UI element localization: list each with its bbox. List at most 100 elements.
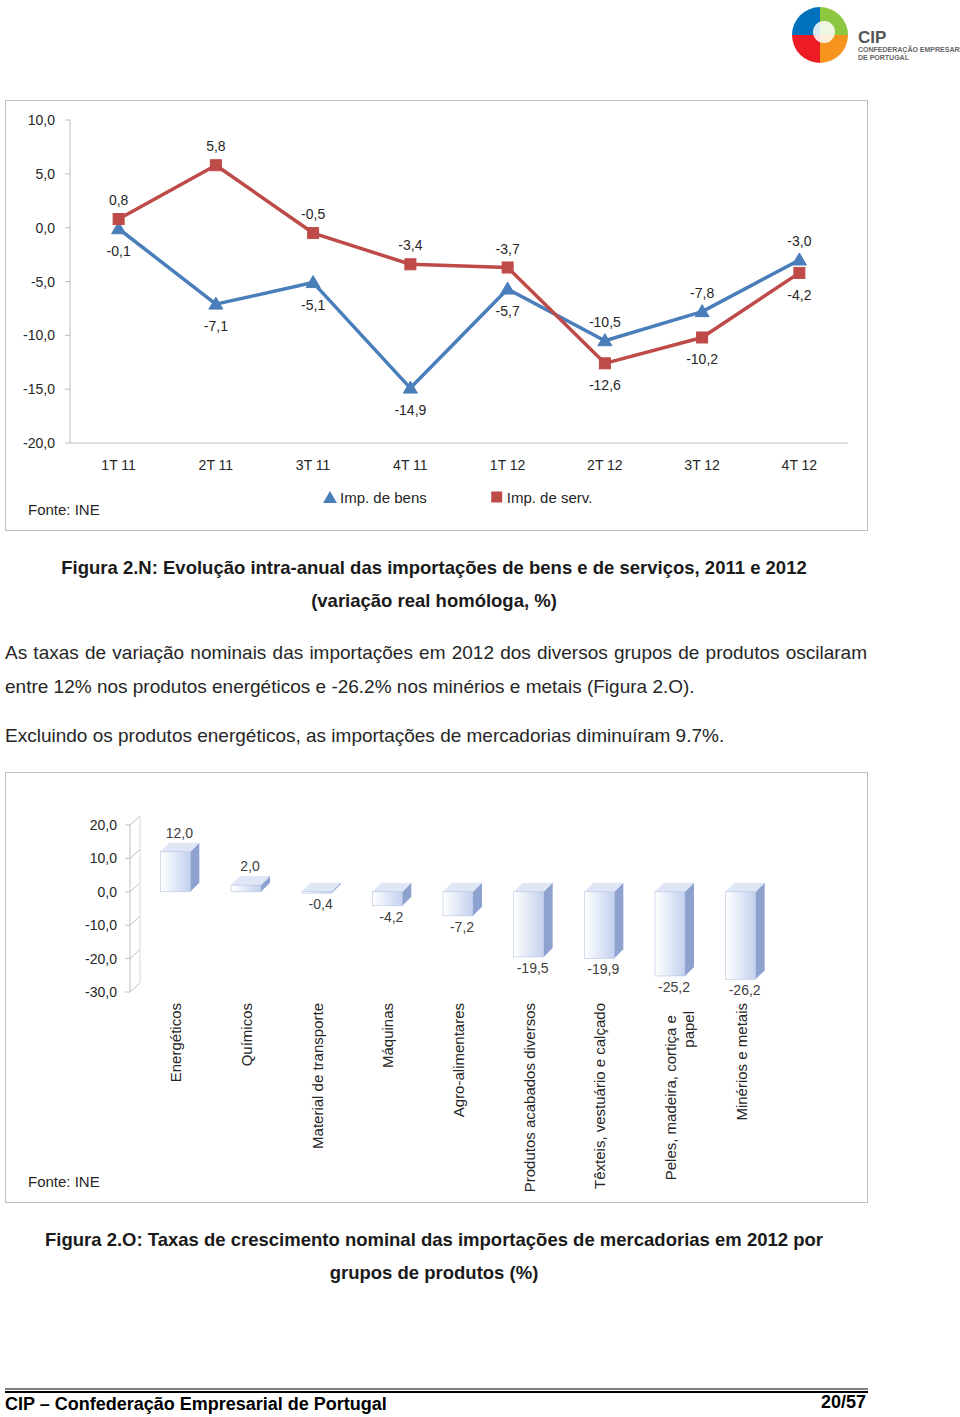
page-canvas: CIPCONFEDERAÇÃO EMPRESARIALDE PORTUGAL-2… <box>0 0 960 1417</box>
tick-label: -20,0 <box>85 951 117 967</box>
data-label: 2,0 <box>240 858 260 874</box>
category-label: 2T 12 <box>587 457 623 473</box>
wall-edge <box>130 849 140 858</box>
bar <box>726 892 756 980</box>
bar-depth <box>756 883 765 980</box>
bar <box>160 852 190 892</box>
bar <box>443 892 473 916</box>
legend-marker <box>491 492 502 503</box>
tick-label: -5,0 <box>31 274 55 290</box>
marker <box>501 282 515 294</box>
tick-mark <box>65 227 70 228</box>
bar-depth <box>514 883 553 892</box>
legend-label: Imp. de serv. <box>507 489 593 506</box>
category-label: Agro-alimentares <box>450 1003 467 1117</box>
series-line <box>119 165 800 363</box>
logo-text: CIP <box>858 28 886 47</box>
series-line <box>119 229 800 388</box>
legend-label: Imp. de bens <box>340 489 427 506</box>
marker <box>113 214 124 225</box>
tick-mark <box>125 825 130 826</box>
legend-item: Imp. de bens <box>323 489 427 506</box>
tick-mark <box>65 335 70 336</box>
bar-depth <box>231 876 270 885</box>
data-label: -4,2 <box>787 287 811 303</box>
category-label: Químicos <box>238 1003 255 1066</box>
figure-caption: Figura 2.N: Evolução intra-anual das imp… <box>61 557 806 578</box>
tick-mark <box>125 992 130 993</box>
bar <box>655 892 685 976</box>
data-label: -19,5 <box>517 960 549 976</box>
bar-depth <box>443 883 482 892</box>
chart-bar: -30,0-20,0-10,00,010,020,012,02,0-0,4-4,… <box>28 816 765 1192</box>
category-label-line: papel <box>680 1011 697 1048</box>
bar <box>584 892 614 958</box>
category-label: Máquinas <box>379 1003 396 1068</box>
data-labels: -0,1-7,1-5,1-14,9-5,7-10,5-7,8-3,00,85,8… <box>107 138 812 418</box>
legend-item: Imp. de serv. <box>491 489 592 506</box>
marker <box>308 228 319 239</box>
footer-rule <box>5 1391 868 1393</box>
category-label: Minérios e metais <box>733 1003 750 1121</box>
marker <box>502 262 513 273</box>
chart-frame <box>6 773 868 1203</box>
data-label: -5,1 <box>301 297 325 313</box>
data-label: -10,2 <box>686 351 718 367</box>
data-label: 5,8 <box>206 138 226 154</box>
bar-depth <box>685 883 694 976</box>
bar-depth <box>614 883 623 958</box>
tick-mark <box>65 120 70 121</box>
axis-line <box>70 120 71 443</box>
tick-label: 10,0 <box>28 112 55 128</box>
category-label: 1T 11 <box>101 457 136 473</box>
wall-edge <box>130 950 140 959</box>
category-label: 3T 12 <box>684 457 720 473</box>
marker <box>794 267 805 278</box>
data-label: -0,4 <box>309 896 333 912</box>
tick-label: -30,0 <box>85 984 117 1000</box>
tick-label: -20,0 <box>23 435 55 451</box>
footer-rule <box>5 1389 868 1390</box>
data-labels: 12,02,0-0,4-4,2-7,2-19,5-19,9-25,2-26,2 <box>166 825 761 999</box>
plot-area <box>160 843 764 980</box>
bar <box>514 892 544 957</box>
data-label: -12,6 <box>589 377 621 393</box>
category-label: Produtos acabados diversos <box>521 1003 538 1192</box>
data-label: -4,2 <box>379 909 403 925</box>
legend-marker <box>323 491 337 503</box>
marker <box>598 334 612 346</box>
bar-depth <box>726 883 765 892</box>
data-label: -0,5 <box>301 206 325 222</box>
data-label: -7,8 <box>690 285 714 301</box>
data-label: -14,9 <box>394 402 426 418</box>
category-label: 1T 12 <box>490 457 526 473</box>
source: Fonte: INE <box>28 501 100 518</box>
data-label: -10,5 <box>589 314 621 330</box>
axis-line <box>70 443 848 444</box>
data-label: -0,1 <box>107 243 131 259</box>
tick-label: -10,0 <box>85 917 117 933</box>
bar <box>302 892 332 893</box>
tick-mark <box>65 389 70 390</box>
page-number: 20/57 <box>821 1392 866 1412</box>
marker <box>210 160 221 171</box>
category-label: 4T 11 <box>393 457 428 473</box>
paragraph: As taxas de variação nominais das import… <box>5 636 867 704</box>
bar-depth <box>655 883 694 892</box>
footer-text: CIP – Confederação Empresarial de Portug… <box>5 1394 387 1414</box>
tick-label: 0,0 <box>98 884 118 900</box>
tick-mark <box>125 858 130 859</box>
tick-mark <box>125 891 130 892</box>
wall-edge <box>130 883 140 892</box>
tick-mark <box>125 925 130 926</box>
marker <box>599 358 610 369</box>
wall-edge <box>130 983 140 992</box>
marker <box>306 276 320 288</box>
chart-frame <box>6 101 868 531</box>
bar-depth <box>544 883 553 957</box>
data-label: -26,2 <box>729 982 761 998</box>
bar <box>372 892 402 906</box>
category-label: Energéticos <box>167 1003 184 1082</box>
category-label-line: Peles, madeira, cortiça e <box>662 1011 679 1180</box>
data-label: -25,2 <box>658 979 690 995</box>
